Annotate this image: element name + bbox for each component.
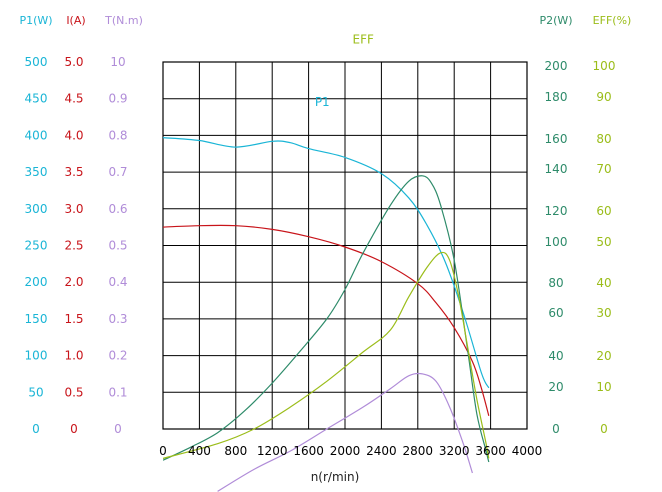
- tick-label-p2: 120: [545, 204, 568, 218]
- tick-label-p1: 0: [32, 422, 40, 436]
- x-tick-label: 2000: [330, 444, 361, 458]
- chart-grid: [162, 61, 528, 430]
- series-label-p1: P1: [315, 95, 330, 109]
- tick-label-i: 1.5: [64, 312, 83, 326]
- series-line-i: [163, 224, 490, 416]
- x-axis-label: n(r/min): [311, 470, 360, 484]
- tick-label-eff: 20: [596, 349, 611, 363]
- tick-label-eff: 90: [596, 90, 611, 104]
- tick-label-i: 0: [70, 422, 78, 436]
- tick-label-i: 5.0: [64, 55, 83, 69]
- curve-labels: P1IP2EFFT: [315, 33, 374, 109]
- tick-label-p2: 80: [548, 276, 563, 290]
- series-line-p1: [163, 137, 490, 389]
- tick-label-i: 4.5: [64, 92, 83, 106]
- tick-label-p1: 400: [25, 128, 48, 142]
- tick-label-t: 0.1: [108, 385, 127, 399]
- tick-label-eff: 80: [596, 132, 611, 146]
- tick-label-eff: 40: [596, 276, 611, 290]
- tick-label-i: 1.0: [64, 349, 83, 363]
- tick-label-p2: 60: [548, 306, 563, 320]
- axis-header-p2: P2(W): [539, 14, 572, 27]
- x-tick-label: 800: [224, 444, 247, 458]
- tick-label-p1: 250: [25, 239, 48, 253]
- tick-label-p2: 180: [545, 90, 568, 104]
- tick-label-t: 0.9: [108, 92, 127, 106]
- axis-header-eff: EFF(%): [593, 14, 632, 27]
- tick-label-eff: 60: [596, 204, 611, 218]
- x-tick-label: 3600: [475, 444, 506, 458]
- x-tick-label: 3200: [439, 444, 470, 458]
- axis-header-p1: P1(W): [19, 14, 52, 27]
- tick-label-p1: 350: [25, 165, 48, 179]
- x-tick-label: 1200: [257, 444, 288, 458]
- x-tick-label: 2400: [366, 444, 397, 458]
- tick-label-p1: 500: [25, 55, 48, 69]
- tick-label-t: 10: [110, 55, 125, 69]
- tick-label-p2: 0: [552, 422, 560, 436]
- x-axis-tick-labels: 0 400 800 1200 1600 2000 2400 2800 3200 3600 4000: [159, 444, 542, 458]
- tick-label-i: 4.0: [64, 128, 83, 142]
- x-tick-label: 2800: [403, 444, 434, 458]
- axis-tick-labels: 05010015020025030035040045050000.51.01.5…: [25, 55, 616, 436]
- series-line-t: [217, 372, 473, 492]
- tick-label-eff: 30: [596, 306, 611, 320]
- tick-label-eff: 70: [596, 162, 611, 176]
- tick-label-p1: 450: [25, 92, 48, 106]
- tick-label-eff: 100: [593, 59, 616, 73]
- tick-label-t: 0.6: [108, 202, 127, 216]
- tick-label-p2: 40: [548, 349, 563, 363]
- tick-label-i: 3.0: [64, 202, 83, 216]
- tick-label-i: 3.5: [64, 165, 83, 179]
- tick-label-p2: 100: [545, 235, 568, 249]
- axis-header-t: T(N.m): [104, 14, 143, 27]
- x-tick-label: 0: [159, 444, 167, 458]
- series-label-eff: EFF: [353, 33, 374, 47]
- tick-label-t: 0.2: [108, 349, 127, 363]
- tick-label-p2: 200: [545, 59, 568, 73]
- axis-headers: P1(W) I(A) T(N.m) P2(W) EFF(%): [19, 14, 631, 27]
- x-tick-label: 1600: [293, 444, 324, 458]
- tick-label-p1: 200: [25, 275, 48, 289]
- curves: [163, 137, 490, 492]
- tick-label-t: 0.5: [108, 239, 127, 253]
- axis-header-i: I(A): [66, 14, 85, 27]
- tick-label-eff: 10: [596, 380, 611, 394]
- tick-label-p1: 100: [25, 349, 48, 363]
- tick-label-eff: 0: [600, 422, 608, 436]
- tick-label-t: 0.4: [108, 275, 127, 289]
- tick-label-t: 0.8: [108, 128, 127, 142]
- tick-label-i: 2.5: [64, 239, 83, 253]
- tick-label-eff: 50: [596, 235, 611, 249]
- tick-label-p2: 140: [545, 162, 568, 176]
- series-line-p2: [163, 175, 490, 463]
- tick-label-p1: 50: [28, 385, 43, 399]
- tick-label-t: 0: [114, 422, 122, 436]
- tick-label-p2: 160: [545, 132, 568, 146]
- x-tick-label: 4000: [512, 444, 543, 458]
- tick-label-i: 2.0: [64, 275, 83, 289]
- tick-label-t: 0.3: [108, 312, 127, 326]
- x-tick-label: 400: [188, 444, 211, 458]
- tick-label-i: 0.5: [64, 385, 83, 399]
- series-line-eff: [163, 251, 490, 459]
- tick-label-p2: 20: [548, 380, 563, 394]
- tick-label-p1: 300: [25, 202, 48, 216]
- tick-label-t: 0.7: [108, 165, 127, 179]
- tick-label-p1: 150: [25, 312, 48, 326]
